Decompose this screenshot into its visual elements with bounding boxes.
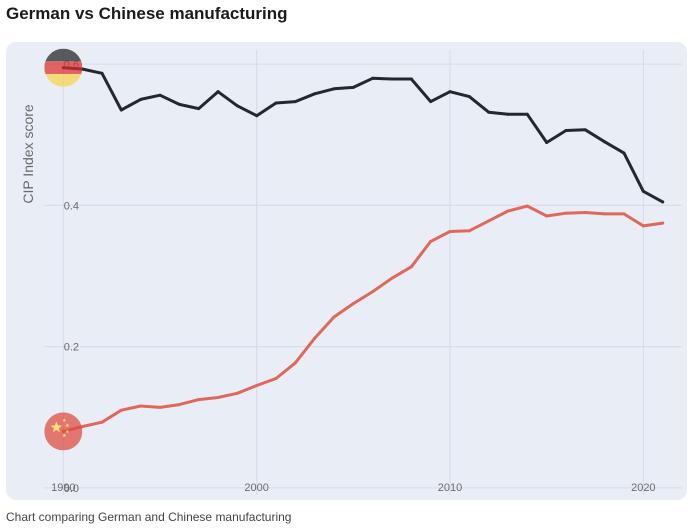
data-point: [255, 114, 259, 118]
data-point: [641, 189, 645, 193]
data-point: [390, 77, 394, 81]
data-point: [467, 95, 471, 99]
x-tick-label: 2010: [438, 482, 462, 494]
data-point: [506, 112, 510, 116]
data-point: [448, 230, 452, 234]
y-tick-label: 0.4: [64, 200, 79, 212]
data-point: [216, 90, 220, 94]
data-point: [564, 211, 568, 215]
flag-fill: [44, 48, 83, 87]
data-point: [371, 76, 375, 80]
flag-small-star: [65, 429, 70, 433]
data-point: [564, 129, 568, 133]
data-point: [177, 403, 181, 407]
page-title: German vs Chinese manufacturing: [6, 4, 288, 23]
data-point: [255, 384, 259, 388]
data-point: [81, 424, 85, 428]
data-point: [487, 110, 491, 114]
data-point: [235, 104, 239, 108]
data-point: [313, 92, 317, 96]
data-point: [197, 107, 201, 111]
data-point: [661, 221, 665, 225]
flag-big-star: [50, 421, 62, 433]
data-point: [390, 276, 394, 280]
flag-small-star: [62, 418, 67, 422]
data-point: [119, 408, 123, 412]
x-tick-label: 2020: [631, 482, 655, 494]
data-point: [429, 239, 433, 243]
y-tick-label: 0.2: [64, 342, 79, 354]
x-tick-labels: 1990 2000 2010 2020: [51, 482, 655, 494]
flag-small-star: [65, 423, 70, 427]
data-point: [177, 102, 181, 106]
data-point: [313, 336, 317, 340]
series-line: [61, 66, 665, 204]
data-point: [293, 100, 297, 104]
x-tick-label: 1990: [51, 482, 75, 494]
data-point: [332, 87, 336, 91]
data-point: [371, 290, 375, 294]
chart-grid: [44, 50, 682, 495]
germany-flag-icon: [44, 48, 83, 87]
flag-stripe-red: [44, 61, 83, 74]
data-point: [603, 212, 607, 216]
data-point: [545, 214, 549, 218]
y-axis-label: CIP Index score: [20, 104, 36, 204]
data-point: [409, 265, 413, 269]
series-line: [61, 204, 665, 433]
data-point: [235, 391, 239, 395]
data-point: [351, 302, 355, 306]
data-point: [274, 376, 278, 380]
data-point: [158, 93, 162, 97]
data-point: [661, 200, 665, 204]
y-tick-label: 0.0: [64, 483, 79, 495]
data-point: [119, 108, 123, 112]
data-point: [448, 90, 452, 94]
series-lines: [61, 66, 665, 433]
data-point: [409, 77, 413, 81]
flag-small-star: [62, 433, 67, 437]
data-point: [622, 212, 626, 216]
flag-red-field: [44, 412, 83, 451]
data-point: [158, 405, 162, 409]
data-point: [583, 210, 587, 214]
flag-stripe-gold: [44, 73, 83, 87]
flag-fill: [44, 412, 83, 451]
chart-caption: Chart comparing German and Chinese manuf…: [6, 510, 292, 524]
china-flag-icon: [44, 412, 83, 451]
x-tick-label: 2000: [244, 482, 268, 494]
data-point: [139, 404, 143, 408]
data-point: [467, 229, 471, 233]
data-point: [100, 71, 104, 75]
data-point: [100, 420, 104, 424]
data-point: [332, 315, 336, 319]
data-point: [487, 219, 491, 223]
data-point: [603, 140, 607, 144]
data-point: [429, 100, 433, 104]
data-point: [197, 398, 201, 402]
data-point: [622, 151, 626, 155]
data-point: [506, 209, 510, 213]
data-point: [525, 204, 529, 208]
series-markers: [44, 48, 83, 451]
data-point: [139, 97, 143, 101]
data-point: [641, 224, 645, 228]
data-point: [216, 396, 220, 400]
data-point: [545, 141, 549, 145]
data-point: [274, 101, 278, 105]
data-point: [293, 361, 297, 365]
data-point: [525, 112, 529, 116]
data-point: [583, 128, 587, 132]
data-point: [351, 85, 355, 89]
flag-stripe-black: [44, 48, 83, 62]
